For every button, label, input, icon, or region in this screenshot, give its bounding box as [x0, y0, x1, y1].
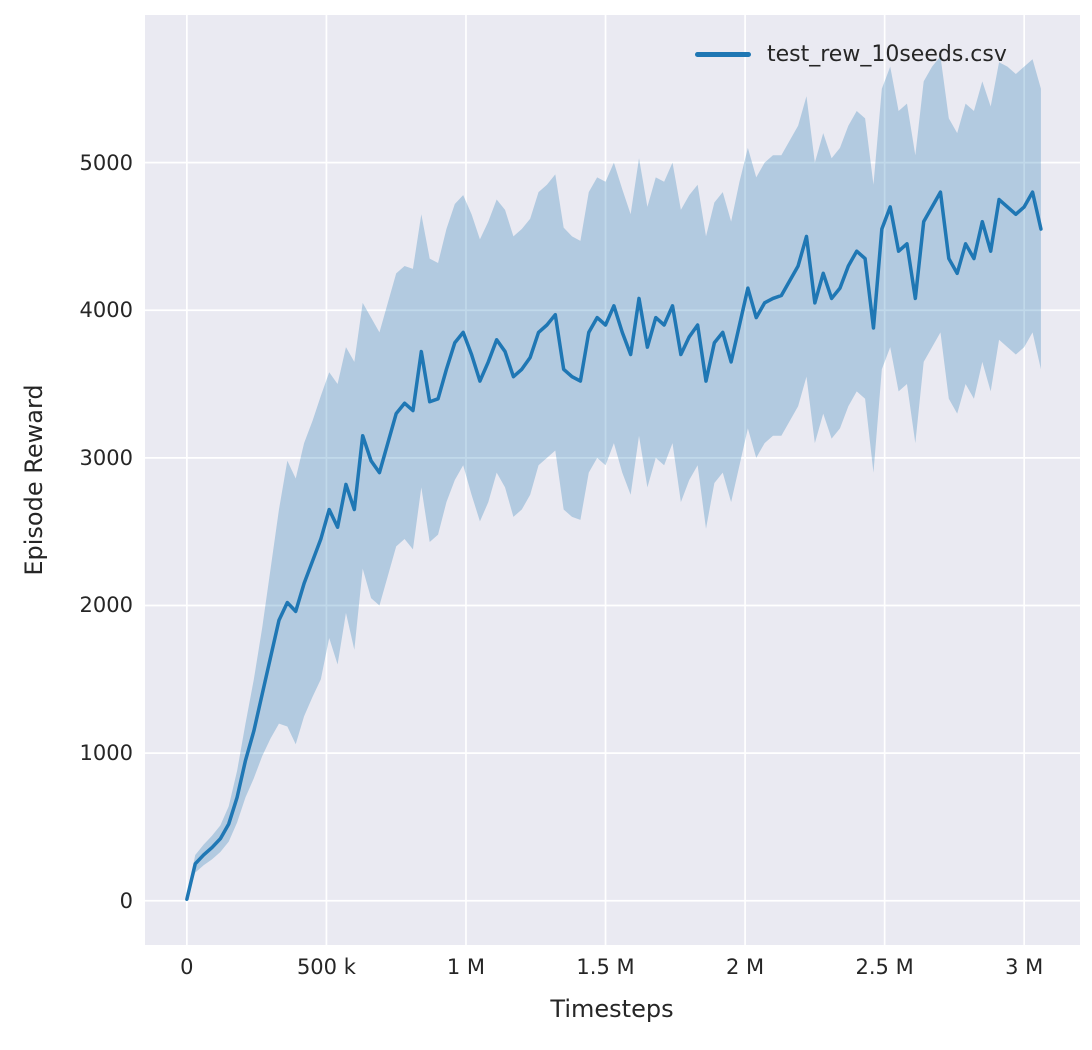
y-tick-label: 2000 — [79, 593, 133, 618]
legend: test_rew_10seeds.csv — [695, 42, 1007, 67]
confidence-band — [186, 56, 1041, 901]
legend-line-swatch — [695, 52, 751, 57]
y-tick-label: 4000 — [79, 298, 133, 323]
x-tick-label: 1 M — [446, 955, 486, 979]
plot-area — [145, 15, 1080, 945]
y-tick-label: 1000 — [79, 741, 133, 766]
x-tick-label: 3 M — [1005, 955, 1044, 979]
legend-label: test_rew_10seeds.csv — [767, 42, 1007, 67]
y-tick-label: 5000 — [79, 150, 133, 175]
x-tick-label: 500 k — [296, 955, 356, 979]
x-tick-label: 2 M — [725, 955, 765, 979]
x-tick-label: 0 — [180, 955, 194, 979]
y-tick-label: 3000 — [79, 445, 133, 470]
x-tick-label: 2.5 M — [855, 955, 914, 979]
y-tick-label: 0 — [119, 888, 133, 913]
y-axis-label: Episode Reward — [20, 384, 48, 576]
mean-line — [185, 190, 1043, 901]
x-tick-label: 1.5 M — [576, 955, 635, 979]
x-axis-label: Timesteps — [550, 995, 674, 1023]
